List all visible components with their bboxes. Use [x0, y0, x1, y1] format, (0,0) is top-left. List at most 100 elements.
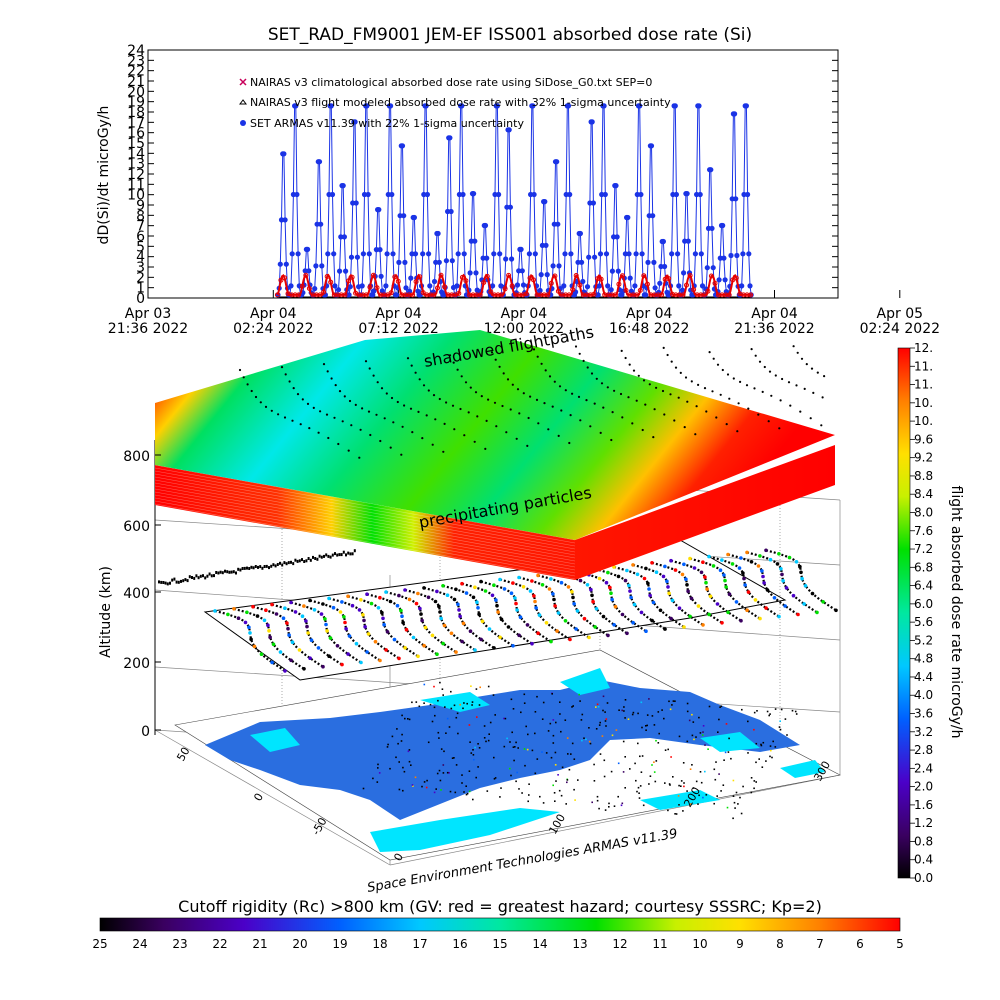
armas-point	[388, 103, 394, 109]
slab-dot	[574, 345, 578, 348]
armas-point	[625, 214, 631, 221]
orbit-point	[468, 629, 473, 633]
map-track-dot	[727, 751, 730, 753]
orbit-point	[756, 564, 761, 568]
orbit-point	[688, 614, 692, 619]
map-track-dot	[747, 720, 749, 723]
orbit-point	[324, 622, 328, 627]
map-track-dot	[472, 749, 474, 751]
slab-dot	[511, 383, 514, 386]
nairas-flight-point	[620, 273, 625, 279]
nairas-flight-point	[680, 292, 686, 298]
orbit-point	[359, 598, 363, 602]
nairas-flight-point	[346, 278, 351, 284]
orbit-point	[629, 595, 633, 600]
ribbon-mark	[232, 570, 235, 574]
armas-point	[741, 191, 747, 198]
map-track-dot	[702, 796, 704, 799]
ribbon-mark	[334, 552, 336, 556]
slab-dot	[747, 407, 750, 410]
orbit-point	[305, 624, 309, 629]
map-track-dot	[629, 768, 631, 770]
orbit-point	[454, 650, 458, 654]
map-track-dot	[401, 733, 403, 736]
map-track-dot	[624, 699, 627, 701]
map-track-dot	[601, 735, 604, 737]
armas-point	[507, 204, 513, 210]
slab-dot	[464, 381, 468, 384]
map-track-dot	[669, 708, 672, 711]
slab-dot	[715, 416, 718, 419]
y-tick-label: 20	[127, 84, 145, 100]
orbit-point	[293, 610, 298, 614]
armas-point	[743, 103, 750, 109]
slab-flight-dots	[238, 345, 826, 459]
map-track-dot	[423, 702, 425, 704]
nairas-flight-point	[410, 292, 416, 298]
orbit-point	[385, 630, 390, 634]
map-track-dot	[523, 693, 526, 696]
orbit-point	[270, 602, 274, 607]
nairas-flight-point	[282, 275, 287, 281]
slab-dot	[283, 416, 287, 419]
orbit-point	[739, 556, 743, 560]
orbit-point	[537, 613, 542, 617]
rigidity-colorbar-tick-label: 14	[532, 937, 547, 951]
armas-point	[520, 282, 527, 288]
map-track-dot	[765, 760, 767, 762]
rigidity-colorbar-label: Cutoff rigidity (Rc) >800 km (GV: red = …	[178, 897, 822, 916]
map-track-dot	[750, 777, 753, 779]
slab-dot	[628, 363, 631, 366]
slab-dot	[758, 360, 762, 363]
slab-dot	[361, 407, 364, 410]
slab-dot	[259, 401, 262, 404]
nairas-flight-point	[712, 280, 718, 286]
map-track-dot	[567, 753, 569, 755]
orbit-point	[552, 597, 556, 602]
flightpath-orbits	[213, 548, 838, 673]
armas-point	[365, 191, 371, 198]
map-track-dot	[674, 700, 676, 702]
orbit-point	[309, 638, 314, 642]
orbit-point	[730, 562, 735, 566]
slab-dot	[409, 407, 413, 410]
armas-point	[573, 289, 579, 295]
slab-dot	[553, 380, 556, 383]
orbit-point	[479, 579, 483, 584]
ribbon-mark	[248, 567, 251, 570]
nairas-flight-point	[637, 287, 643, 293]
map-track-dot	[453, 757, 455, 759]
map-track-dot	[506, 737, 508, 740]
armas-point	[494, 103, 500, 109]
slab-dot	[812, 391, 815, 394]
orbit-point	[411, 635, 416, 640]
orbit-point	[726, 552, 730, 557]
armas-point	[423, 103, 429, 109]
armas-point	[568, 251, 574, 257]
nairas-flight-point	[552, 273, 558, 279]
slab-dot	[493, 401, 497, 404]
ribbon-mark	[210, 574, 213, 578]
armas-point	[376, 207, 382, 213]
ribbon-mark	[217, 571, 220, 575]
map-track-dot	[596, 703, 599, 706]
slab-dot	[621, 416, 624, 419]
orbit-point	[492, 583, 496, 587]
slab-dot	[662, 346, 665, 349]
slab-dot	[613, 389, 616, 392]
map-track-dot	[469, 741, 471, 743]
armas-point	[650, 213, 656, 219]
slab-dot	[637, 374, 640, 377]
rigidity-colorbar-tick-label: 17	[412, 937, 427, 951]
armas-point	[328, 103, 334, 109]
ribbon-mark	[243, 566, 246, 570]
armas-point	[555, 221, 561, 227]
map-track-dot	[571, 706, 573, 708]
orbit-point	[423, 625, 428, 630]
orbit-point	[378, 658, 382, 663]
orbit-point	[283, 669, 287, 673]
orbit-point	[616, 574, 621, 579]
x-tick-label-time: 12:00 2022	[484, 321, 564, 337]
map-track-dot	[412, 785, 414, 787]
